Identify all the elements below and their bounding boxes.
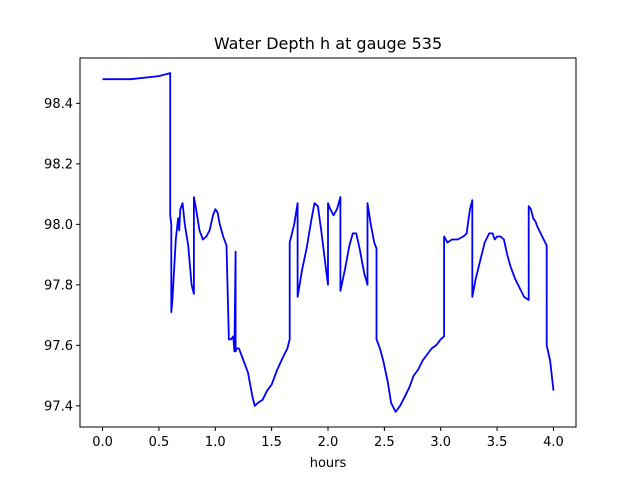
x-axis-label: hours (310, 456, 347, 471)
plot-area (102, 72, 555, 413)
chart-title: Water Depth h at gauge 535 (214, 34, 442, 53)
x-axis: 0.0 0.5 1.0 1.5 2.0 2.5 3.0 3.5 4.0 (92, 427, 564, 450)
y-tick-label: 98.4 (44, 97, 73, 112)
y-tick-label: 98.0 (44, 218, 73, 233)
x-tick-label: 3.5 (487, 435, 508, 450)
x-tick-label: 3.0 (430, 435, 451, 450)
y-tick-label: 98.2 (44, 157, 73, 172)
y-tick-label: 97.8 (44, 278, 73, 293)
x-tick-label: 2.0 (318, 435, 339, 450)
x-tick-label: 1.5 (261, 435, 282, 450)
x-tick-label: 4.0 (543, 435, 564, 450)
series-line (102, 72, 555, 413)
y-tick-label: 97.4 (44, 399, 73, 414)
x-tick-label: 0.5 (149, 435, 170, 450)
x-tick-label: 2.5 (374, 435, 395, 450)
x-tick-label: 0.0 (92, 435, 113, 450)
x-tick-label: 1.0 (205, 435, 226, 450)
y-axis: 97.4 97.6 97.8 98.0 98.2 98.4 (44, 97, 80, 414)
y-tick-label: 97.6 (44, 339, 73, 354)
